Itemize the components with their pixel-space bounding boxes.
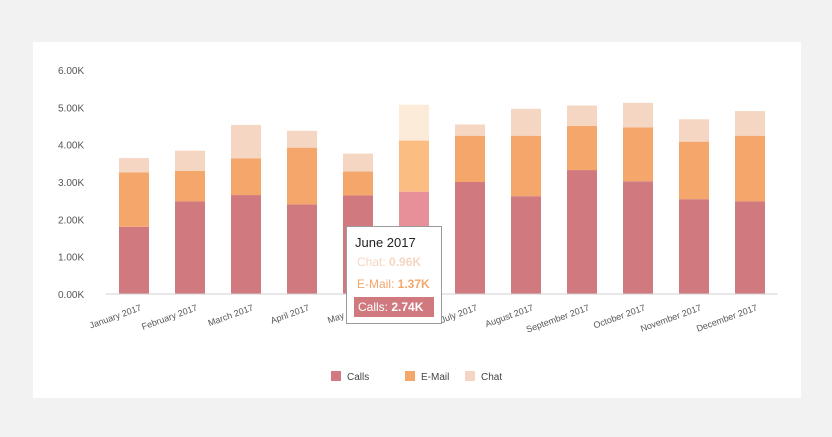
bar-calls: [679, 199, 709, 294]
bar-email: [399, 140, 429, 192]
bar-chat: [455, 124, 485, 136]
stacked-bar-chart: 0.00K 1.00K 2.00K 3.00K 4.00K 5.00K 6.00K Janua…: [58, 66, 778, 383]
chart-card: 0.00K 1.00K 2.00K 3.00K 4.00K 5.00K 6.00K Janua…: [33, 42, 801, 398]
y-tick-label: 6.00K: [58, 66, 84, 77]
tooltip-email-value: 1.37K: [397, 277, 430, 291]
bar-chat: [623, 102, 653, 128]
tooltip-calls-value: 2.74K: [391, 300, 424, 314]
bar-chat: [287, 130, 317, 148]
bar-calls: [455, 182, 485, 294]
bar-calls: [119, 226, 149, 294]
x-tick-label: January 2017: [88, 302, 143, 330]
bar-email: [287, 147, 317, 205]
legend-swatch-email: [405, 371, 415, 381]
bar-email: [455, 135, 485, 182]
bar-email: [679, 141, 709, 200]
y-tick-label: 0.00K: [58, 290, 84, 301]
tooltip: June 2017 Chat: 0.96K E-Mail: 1.37K Call…: [346, 226, 442, 324]
bar-calls: [511, 196, 541, 294]
bar-chat: [343, 153, 373, 172]
bar-email: [119, 172, 149, 227]
bar-chat: [735, 111, 765, 136]
x-tick-label: March 2017: [207, 302, 255, 328]
y-tick-label: 4.00K: [58, 141, 84, 152]
x-tick-label: October 2017: [592, 302, 647, 330]
x-tick-label: September 2017: [525, 302, 591, 334]
x-tick-label: December 2017: [695, 302, 759, 333]
y-tick-label: 5.00K: [58, 103, 84, 114]
bar-chat: [679, 119, 709, 142]
legend-swatch-calls: [331, 371, 341, 381]
bar-chat: [399, 104, 429, 141]
tooltip-email-row: E-Mail: 1.37K: [357, 277, 430, 291]
bar-chat: [175, 150, 205, 171]
tooltip-email-label: E-Mail:: [357, 277, 398, 291]
bar-email: [175, 170, 205, 202]
y-tick-label: 3.00K: [58, 178, 84, 189]
bar-email: [343, 171, 373, 196]
bar-email: [511, 135, 541, 197]
bar-email: [231, 158, 261, 196]
tooltip-chat-row: Chat: 0.96K: [357, 255, 421, 269]
legend-label: Calls: [347, 372, 369, 383]
tooltip-title: June 2017: [355, 235, 416, 250]
bar-chat: [231, 124, 261, 159]
bar-chat: [119, 158, 149, 173]
y-tick-label: 2.00K: [58, 215, 84, 226]
bar-calls: [175, 201, 205, 294]
bar-calls: [567, 170, 597, 294]
bar-calls: [735, 201, 765, 294]
legend-swatch-chat: [465, 371, 475, 381]
x-tick-label: November 2017: [639, 302, 703, 333]
x-tick-label: February 2017: [140, 302, 198, 331]
legend-label: E-Mail: [421, 372, 449, 383]
x-tick-label: April 2017: [269, 302, 311, 325]
bar-email: [567, 126, 597, 171]
bar-calls: [231, 195, 261, 294]
bar-chat: [511, 108, 541, 136]
x-tick-label: July 2017: [439, 302, 479, 325]
tooltip-calls-row: Calls: 2.74K: [354, 297, 434, 317]
bar-email: [735, 135, 765, 202]
tooltip-calls-label: Calls:: [358, 300, 392, 314]
tooltip-chat-label: Chat:: [357, 255, 390, 269]
y-tick-label: 1.00K: [58, 253, 84, 264]
bar-calls: [623, 181, 653, 294]
bar-email: [623, 127, 653, 182]
bar-chat: [567, 105, 597, 126]
tooltip-chat-value: 0.96K: [389, 255, 422, 269]
legend-label: Chat: [481, 372, 502, 383]
bar-calls: [287, 204, 317, 294]
